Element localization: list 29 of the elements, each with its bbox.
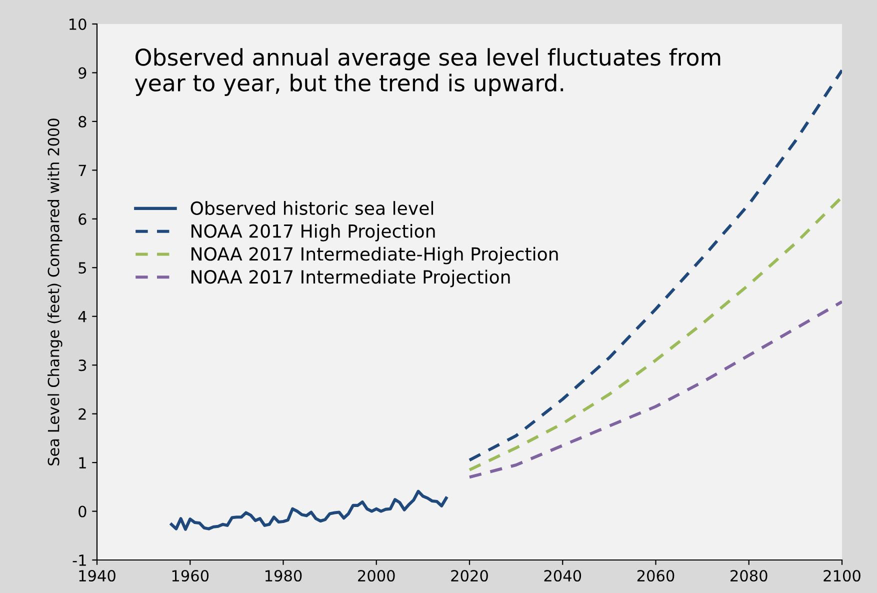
legend-label: NOAA 2017 Intermediate Projection bbox=[192, 270, 510, 288]
x-tick-label: 2060 bbox=[637, 570, 674, 582]
y-tick-label: 6 bbox=[78, 213, 86, 225]
y-tick-label: 0 bbox=[78, 506, 86, 518]
y-tick-label: 8 bbox=[78, 116, 86, 128]
legend-label: NOAA 2017 Intermediate-High Projection bbox=[192, 246, 558, 264]
y-tick-label: 7 bbox=[78, 164, 86, 176]
y-tick-label: 1 bbox=[79, 457, 86, 468]
y-tick-label: 9 bbox=[78, 67, 86, 79]
line-series bbox=[468, 300, 842, 479]
legend-label: Observed historic sea level bbox=[190, 201, 434, 216]
line-series bbox=[170, 490, 448, 531]
x-tick-label: 1980 bbox=[265, 570, 302, 582]
legend-label: NOAA 2017 High Projection bbox=[192, 224, 435, 242]
y-tick-label: 5 bbox=[78, 262, 86, 274]
y-tick-label: 2 bbox=[78, 408, 86, 420]
x-tick-label: 2000 bbox=[358, 570, 395, 582]
x-tick-label: 2020 bbox=[451, 570, 488, 582]
text: Observed annual average sea level fluctuates from year to year, but the trend is upward. bbox=[134, 48, 720, 96]
x-tick-label: 1940 bbox=[79, 570, 116, 582]
x-tick-label: 1960 bbox=[172, 570, 209, 582]
x-tick-label: 2040 bbox=[544, 570, 582, 582]
y-tick-label: 3 bbox=[78, 360, 86, 372]
x-tick-label: 2080 bbox=[730, 570, 768, 582]
y-axis-title: Sea Level Change (feet) Compared with 2000 bbox=[47, 118, 62, 466]
y-tick-label: 4 bbox=[78, 311, 86, 322]
y-tick-label: -1 bbox=[72, 554, 86, 566]
y-tick-label: 10 bbox=[70, 18, 86, 30]
x-tick-label: 2100 bbox=[824, 570, 860, 582]
